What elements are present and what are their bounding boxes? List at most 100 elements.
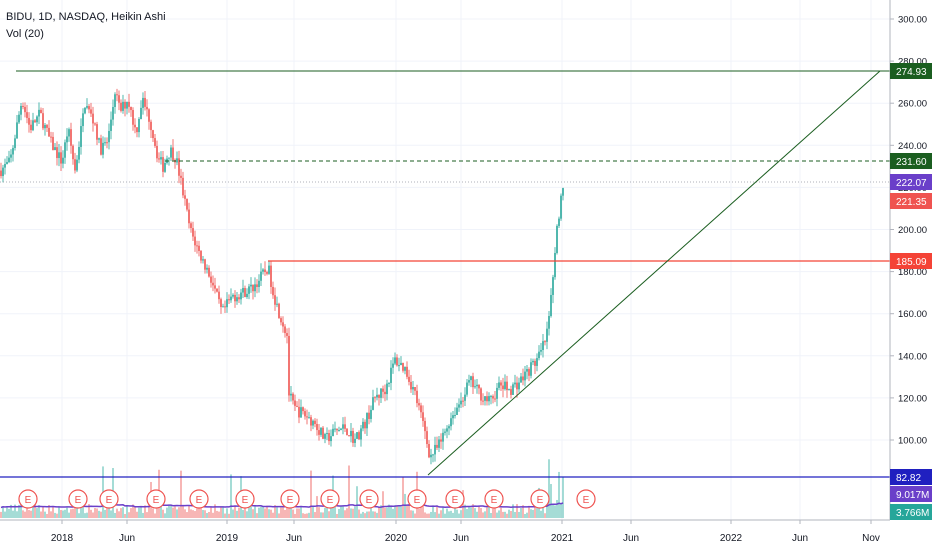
volume-bar: [30, 510, 32, 518]
candle-body: [136, 127, 138, 133]
volume-bar: [76, 506, 78, 518]
volume-bar: [288, 504, 290, 518]
candle-body: [164, 162, 166, 172]
price-label-231-60: 231.60: [890, 153, 932, 169]
volume-bar: [490, 512, 492, 518]
time-tick: 2020: [385, 533, 408, 544]
candle-body: [298, 406, 300, 418]
earnings-marker[interactable]: E: [280, 489, 300, 509]
volume-bar: [280, 507, 282, 518]
volume-bar: [228, 513, 230, 518]
candle-body: [200, 250, 202, 261]
candle-body: [434, 444, 436, 455]
candle-body: [444, 431, 446, 433]
volume-bar: [194, 511, 196, 518]
candle-body: [400, 362, 402, 366]
earnings-marker[interactable]: E: [99, 489, 119, 509]
legend-volume[interactable]: Vol (20): [6, 28, 44, 40]
volume-bar: [270, 509, 272, 518]
volume-bar: [134, 506, 136, 518]
candle-body: [432, 454, 434, 456]
volume-bar: [110, 510, 112, 518]
earnings-marker[interactable]: E: [530, 489, 550, 509]
volume-bar: [508, 509, 510, 518]
earnings-marker[interactable]: E: [407, 489, 427, 509]
volume-bar: [84, 513, 86, 518]
candle-body: [162, 157, 164, 172]
candle-body: [394, 357, 396, 364]
volume-bar: [148, 504, 150, 518]
price-label-82-82: 82.82: [890, 469, 932, 485]
earnings-marker[interactable]: E: [18, 489, 38, 509]
candle-body: [304, 411, 306, 417]
svg-text:E: E: [153, 495, 160, 506]
earnings-marker[interactable]: E: [189, 489, 209, 509]
volume-bar: [156, 505, 158, 518]
candle-body: [248, 286, 250, 294]
candle-body: [214, 285, 216, 289]
candle-body: [500, 382, 502, 386]
volume-bar: [454, 508, 456, 518]
volume-bar: [64, 509, 66, 518]
volume-bar: [452, 512, 454, 518]
volume-bar: [42, 506, 44, 518]
legend-symbol[interactable]: BIDU, 1D, NASDAQ, Heikin Ashi: [6, 11, 166, 23]
volume-bar: [258, 507, 260, 518]
candle-body: [276, 303, 278, 305]
volume-bar: [58, 506, 60, 518]
volume-bar: [418, 508, 420, 518]
candle-body: [436, 444, 438, 448]
earnings-marker[interactable]: E: [359, 489, 379, 509]
volume-bar: [174, 506, 176, 518]
time-axis[interactable]: 2018 Jun 2019 Jun 2020 Jun 2021 Jun 2022 Jun Nov: [0, 519, 890, 550]
candle-body: [50, 136, 52, 138]
earnings-marker[interactable]: E: [576, 489, 596, 509]
earnings-marker[interactable]: E: [320, 489, 340, 509]
candle-body: [70, 129, 72, 146]
candle-body: [192, 228, 194, 237]
svg-text:E: E: [583, 495, 590, 506]
earnings-marker[interactable]: E: [146, 489, 166, 509]
candle-body: [378, 394, 380, 398]
candle-body: [274, 295, 276, 305]
volume-bar: [330, 507, 332, 518]
volume-bar: [146, 512, 148, 518]
price-axis[interactable]: 300.00280.00260.00240.00220.00200.00180.…: [889, 0, 932, 520]
candle-body: [244, 288, 246, 298]
price-label-274-93: 274.93: [890, 63, 932, 79]
volume-bar: [208, 511, 210, 518]
volume-bar: [220, 507, 222, 518]
candle-body: [22, 105, 24, 107]
volume-bar: [136, 511, 138, 518]
volume-bar: [218, 511, 220, 518]
volume-bar: [368, 511, 370, 518]
candle-body: [494, 398, 496, 400]
candle-body: [68, 129, 70, 137]
volume-bar: [498, 510, 500, 518]
svg-text:E: E: [366, 495, 373, 506]
candle-body: [272, 286, 274, 296]
candle-body: [442, 432, 444, 442]
earnings-marker[interactable]: E: [445, 489, 465, 509]
candle-body: [314, 420, 316, 424]
volume-bar: [164, 513, 166, 518]
volume-bar: [22, 510, 24, 518]
candle-body: [54, 147, 56, 151]
drawings[interactable]: [0, 70, 890, 478]
candle-body: [194, 236, 196, 246]
earnings-marker[interactable]: E: [68, 489, 88, 509]
candle-body: [12, 147, 14, 155]
candle-body: [138, 118, 140, 133]
candle-body: [356, 432, 358, 439]
candle-body: [94, 123, 96, 125]
volume-bar: [460, 510, 462, 518]
earnings-marker[interactable]: E: [235, 489, 255, 509]
price-label-222-07: 222.07: [890, 174, 932, 190]
volume-bar: [456, 509, 458, 518]
volume-bar: [92, 512, 94, 518]
earnings-marker[interactable]: E: [484, 489, 504, 509]
candle-body: [546, 328, 548, 342]
volume-bar: [488, 504, 490, 518]
